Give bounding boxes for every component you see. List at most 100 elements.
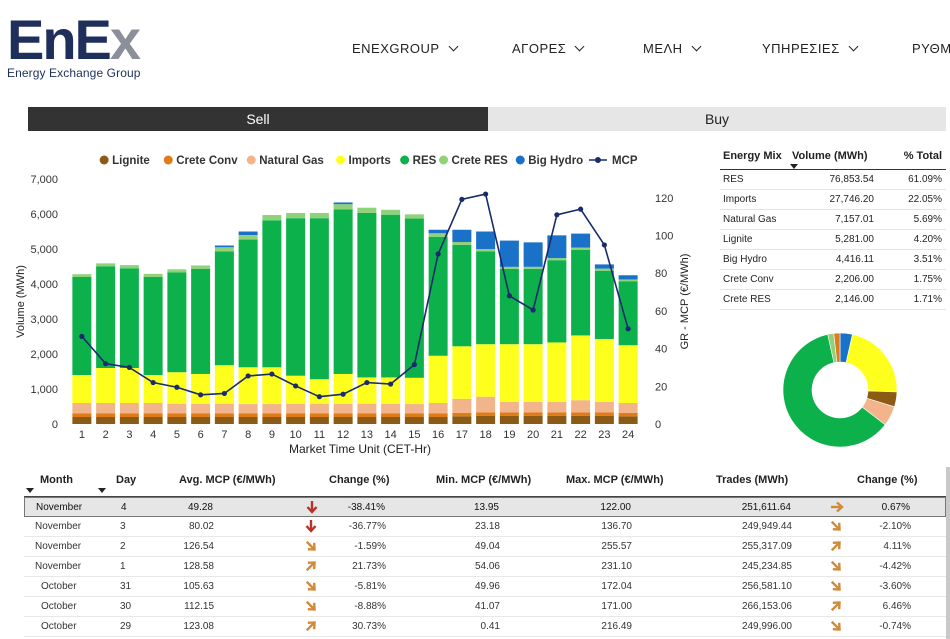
bar-segment-imports xyxy=(452,346,472,399)
x-tick-label: 24 xyxy=(622,429,634,441)
sort-desc-icon[interactable] xyxy=(26,488,34,493)
cell-day: 1 xyxy=(120,561,126,572)
mcp-point xyxy=(364,379,370,386)
sort-desc-icon[interactable] xyxy=(98,488,106,493)
nav-label: ΥΠΗΡΕΣΙΕΣ xyxy=(762,41,840,56)
header-pct-total[interactable]: % Total xyxy=(903,149,942,162)
arrow-down-icon xyxy=(303,518,319,534)
arrow-up-right-icon xyxy=(828,538,844,554)
bar-segment-res xyxy=(404,218,424,378)
mcp-point xyxy=(601,242,607,248)
bar-segment-imports xyxy=(191,373,211,404)
cell-min-mcp: 41.07 xyxy=(474,601,500,612)
bar-segment-res xyxy=(238,239,258,368)
cell-avg-mcp: 128.58 xyxy=(183,561,214,572)
bar-segment-natural-gas xyxy=(72,403,92,414)
legend-swatch xyxy=(439,155,449,165)
header-avg-mcp[interactable]: Avg. MCP (€/MWh) xyxy=(179,474,276,486)
tab-buy[interactable]: Buy xyxy=(488,107,946,131)
energy-mix-row[interactable]: RES 76,853.54 61.09% xyxy=(720,170,946,190)
energy-mix-header: Energy Mix Volume (MWh) % Total xyxy=(720,142,946,170)
bar-segment-natural-gas xyxy=(452,398,472,413)
bar-segment-lignite xyxy=(143,417,163,424)
bar-segment-res xyxy=(428,236,448,356)
cell-min-mcp: 23.18 xyxy=(474,521,500,532)
nav-item-markets[interactable]: ΑΓΟΡΕΣ xyxy=(512,41,585,56)
x-tick-label: 22 xyxy=(575,429,587,441)
bar-segment-natural-gas xyxy=(262,404,282,414)
arrow-down-right-icon xyxy=(303,578,319,594)
header-trades[interactable]: Trades (MWh) xyxy=(716,474,789,486)
cell-trades: 245,234.85 xyxy=(741,561,792,572)
legend-item-crete-conv: Crete Conv xyxy=(163,155,238,167)
energy-mix-row[interactable]: Crete RES 2,146.00 1.71% xyxy=(720,290,946,310)
bar-segment-crete-conv xyxy=(618,412,638,417)
x-tick-label: 8 xyxy=(245,429,251,441)
bar-segment-crete-conv xyxy=(547,412,567,416)
bar-segment-lignite xyxy=(119,417,139,424)
bar-segment-natural-gas xyxy=(428,403,448,414)
cell-avg-mcp: 123.08 xyxy=(183,621,214,632)
energy-mix-row[interactable]: Crete Conv 2,206.00 1.75% xyxy=(720,270,946,290)
cell-day: 31 xyxy=(120,581,132,592)
nav-item-services[interactable]: ΥΠΗΡΕΣΙΕΣ xyxy=(762,41,859,56)
tab-sell[interactable]: Sell xyxy=(28,107,488,131)
header-volume[interactable]: Volume (MWh) xyxy=(788,150,878,169)
sort-desc-icon[interactable] xyxy=(790,163,798,169)
x-tick-label: 13 xyxy=(361,429,373,441)
y-axis-title: Volume (MWh) xyxy=(15,265,27,338)
bar-segment-res xyxy=(618,281,638,346)
table-row[interactable]: October 30 112.15 -8.88% 41.07 171.00 266,153.… xyxy=(24,597,946,617)
mcp-point xyxy=(269,371,275,377)
mcp-point xyxy=(293,383,299,389)
header-min-mcp[interactable]: Min. MCP (€/MWh) xyxy=(436,474,532,486)
cell-min-mcp: 13.95 xyxy=(473,502,499,513)
bar-segment-lignite xyxy=(167,417,187,424)
bar-segment-res xyxy=(357,212,377,378)
nav-item-members[interactable]: ΜΕΛΗ xyxy=(643,41,702,56)
table-row[interactable]: October 29 123.08 30.73% 0.41 216.49 249,996.0… xyxy=(24,617,946,637)
bar-segment-lignite xyxy=(96,417,116,424)
daily-history-table: Month Day Avg. MCP (€/MWh) Change (%) Mi… xyxy=(24,467,946,639)
table-row[interactable]: November 3 80.02 -36.77% 23.18 136.70 249,949.… xyxy=(24,517,946,537)
table-row[interactable]: November 1 128.58 21.73% 54.06 231.10 245,234.… xyxy=(24,557,946,577)
table-scrollbar[interactable] xyxy=(946,467,950,639)
bar-segment-res xyxy=(499,268,519,345)
table-row[interactable]: November 2 126.54 -1.59% 49.04 255.57 255,317.… xyxy=(24,537,946,557)
header-change[interactable]: Change (%) xyxy=(329,474,390,486)
mix-name: Natural Gas xyxy=(723,214,777,225)
bar-segment-imports xyxy=(143,375,163,403)
table-row[interactable]: October 31 105.63 -5.81% 49.96 172.04 256,581.… xyxy=(24,577,946,597)
energy-mix-row[interactable]: Lignite 5,281.00 4.20% xyxy=(720,230,946,250)
mix-name: Big Hydro xyxy=(723,254,767,265)
bar-segment-crete-conv xyxy=(381,413,401,417)
bar-segment-crete-conv xyxy=(238,413,258,417)
bar-segment-res xyxy=(476,251,496,345)
header-energy-mix[interactable]: Energy Mix xyxy=(723,149,782,162)
nav-item-enexgroup[interactable]: ENEXGROUP xyxy=(352,41,459,56)
header-max-mcp[interactable]: Max. MCP (€/MWh) xyxy=(566,474,664,486)
header-change-trades[interactable]: Change (%) xyxy=(857,474,918,486)
bar-segment-lignite xyxy=(238,417,258,424)
enex-logo[interactable]: EnEx Energy Exchange Group xyxy=(7,12,141,81)
y-tick-label: 4,000 xyxy=(30,279,58,291)
energy-mix-row[interactable]: Imports 27,746.20 22.05% xyxy=(720,190,946,210)
nav-item-settings[interactable]: ΡΥΘΜ xyxy=(912,41,950,56)
x-tick-label: 18 xyxy=(480,429,492,441)
table-row[interactable]: November 4 49.28 -38.41% 13.95 122.00 251,611.… xyxy=(24,497,946,517)
cell-avg-mcp: 112.15 xyxy=(184,601,214,612)
bar-segment-crete-conv xyxy=(143,413,163,417)
bar-segment-res xyxy=(119,268,139,368)
bar-segment-lignite xyxy=(452,416,472,424)
bar-segment-crete-res xyxy=(309,212,329,219)
header-month[interactable]: Month xyxy=(40,474,73,486)
cell-change-trades: -3.60% xyxy=(879,581,911,592)
header-day[interactable]: Day xyxy=(116,474,137,486)
energy-mix-row[interactable]: Big Hydro 4,416.11 3.51% xyxy=(720,250,946,270)
bar-segment-crete-res xyxy=(381,209,401,215)
y-tick-label: 7,000 xyxy=(30,174,58,186)
energy-mix-row[interactable]: Natural Gas 7,157.01 5.69% xyxy=(720,210,946,230)
cell-max-mcp: 136.70 xyxy=(601,521,632,532)
legend-swatch xyxy=(400,155,410,165)
mix-volume: 5,281.00 xyxy=(835,234,874,245)
